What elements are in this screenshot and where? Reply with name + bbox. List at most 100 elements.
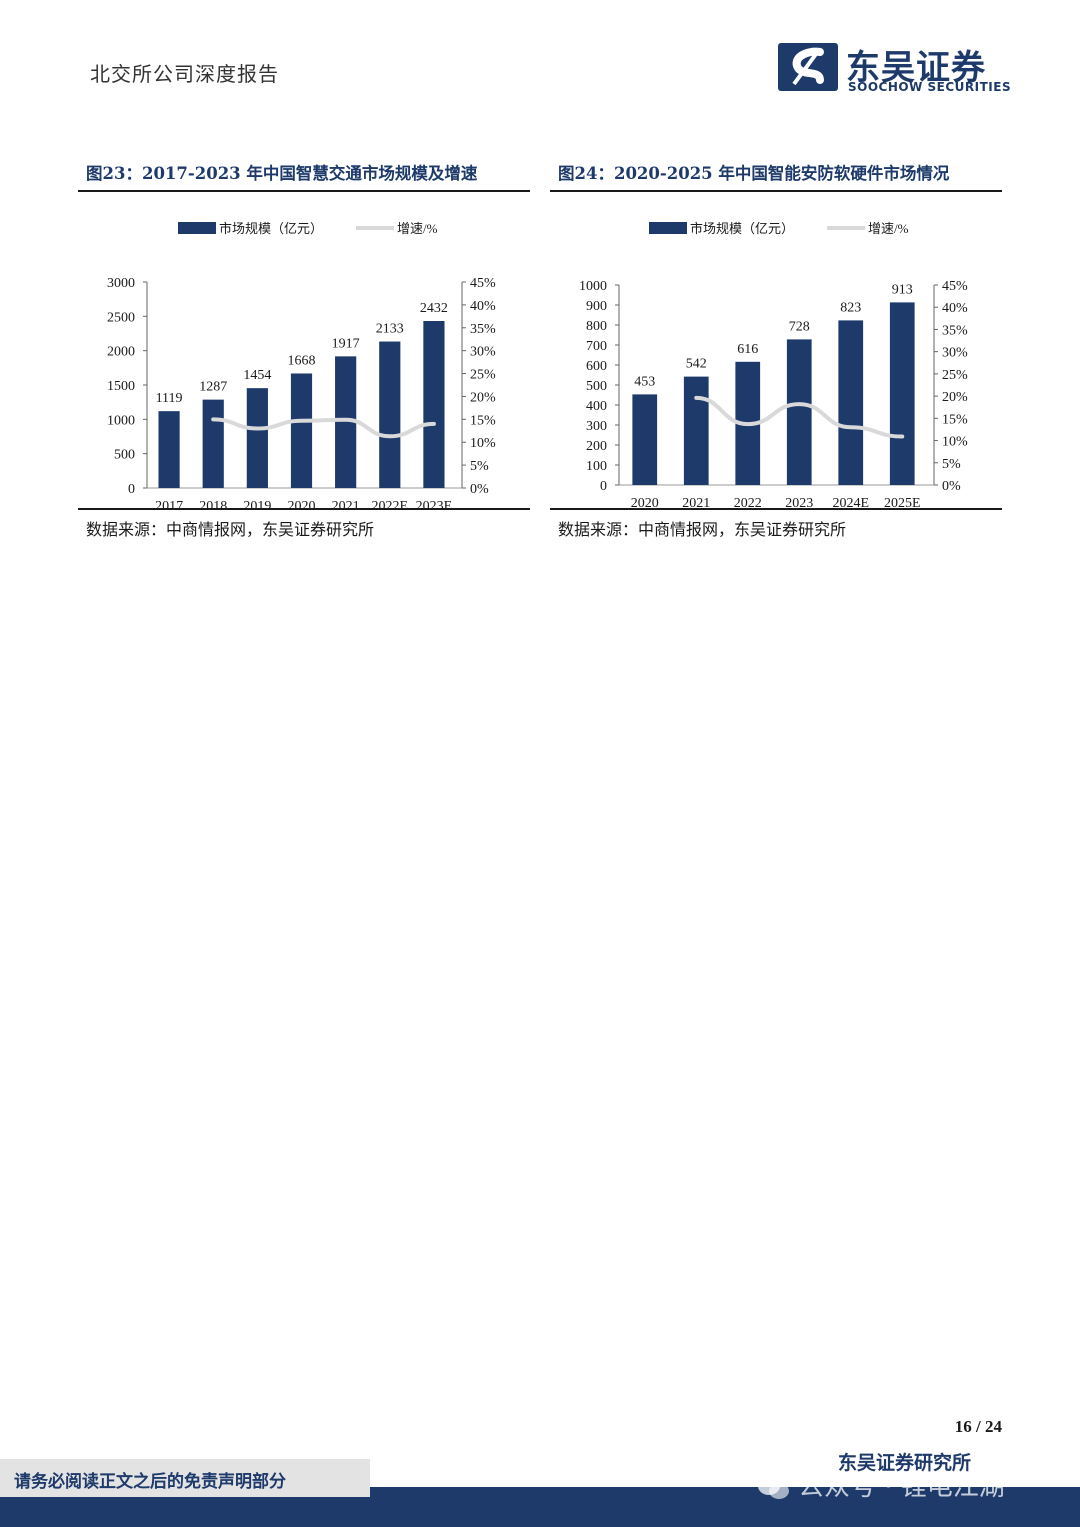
y2-tick-label: 30%: [942, 346, 968, 361]
bar-value-label: 913: [892, 282, 913, 297]
bar: [335, 356, 357, 488]
chart-source: 数据来源：中商情报网，东吴证券研究所: [550, 508, 1002, 540]
y2-tick-label: 45%: [942, 279, 968, 294]
watermark-text: 公众号 · 锂电江湖: [798, 1472, 1005, 1502]
y-tick-label: 1500: [107, 379, 135, 394]
y2-tick-label: 40%: [942, 301, 968, 316]
x-tick-label: 2020: [631, 496, 659, 508]
y-tick-label: 400: [586, 399, 607, 414]
bar: [632, 394, 658, 485]
chart-panel-smart-security: 图24：2020-2025 年中国智能安防软硬件市场情况 市场规模（亿元） 增速/…: [550, 160, 1002, 540]
page-number: 16 / 24: [954, 1417, 1002, 1436]
bar: [246, 388, 268, 488]
report-type-title: 北交所公司深度报告: [90, 62, 279, 86]
y-tick-label: 800: [586, 319, 607, 334]
y2-tick-label: 0%: [942, 479, 961, 494]
disclaimer-notice: 请务必阅读正文之后的免责声明部分: [0, 1459, 370, 1497]
y2-tick-label: 30%: [470, 345, 496, 360]
y-tick-label: 3000: [107, 276, 135, 291]
bar: [202, 399, 224, 488]
brand-name-en: SOOCHOW SECURITIES: [848, 80, 1012, 94]
brand-logo: 东吴证券 SOOCHOW SECURITIES: [776, 40, 1011, 96]
bar-value-label: 2432: [420, 301, 448, 316]
y-tick-label: 600: [586, 359, 607, 374]
x-tick-label: 2023E: [416, 499, 453, 508]
bar-value-label: 1287: [199, 380, 227, 395]
chart-area: 市场规模（亿元） 增速/% 0 100 200 300 400 500 600 700 800 900…: [550, 192, 1002, 511]
chart-caption: 图24：2020-2025 年中国智能安防软硬件市场情况: [550, 160, 1002, 192]
y-tick-label: 500: [586, 379, 607, 394]
y-tick-label: 0: [600, 479, 607, 494]
x-tick-label: 2021: [682, 496, 710, 508]
x-tick-label: 2018: [199, 499, 227, 508]
growth-line: [694, 395, 905, 439]
bar-line-chart-smart-transport: 市场规模（亿元） 增速/% 0 500 1000 1500 2000 2500 3000 0% 5%…: [107, 221, 496, 514]
y-tick-label: 0: [128, 482, 135, 497]
legend-label-line: 增速/%: [397, 221, 438, 236]
x-tick-label: 2020: [288, 499, 316, 508]
y2-tick-label: 45%: [470, 276, 496, 291]
y-tick-label: 1000: [579, 279, 607, 294]
y-tick-label: 900: [586, 299, 607, 314]
growth-line: [211, 417, 436, 439]
legend-bar-swatch: [178, 222, 216, 234]
bar-value-label: 1917: [332, 336, 360, 351]
y2-tick-label: 5%: [942, 457, 961, 472]
y2-tick-label: 35%: [470, 322, 496, 337]
y-tick-label: 500: [114, 448, 135, 463]
y2-tick-label: 0%: [470, 482, 489, 497]
y2-tick-label: 40%: [470, 299, 496, 314]
y-tick-label: 2500: [107, 310, 135, 325]
x-tick-label: 2025E: [884, 496, 921, 508]
bar-value-label: 1668: [288, 353, 316, 368]
bar-value-label: 453: [634, 374, 655, 389]
bar-value-label: 1454: [243, 368, 271, 383]
y2-tick-label: 10%: [470, 436, 496, 451]
chart-area: 市场规模（亿元） 增速/% 0 500 1000 1500 2000 2500 3000 0% 5%…: [78, 192, 530, 514]
x-tick-label: 2024E: [832, 496, 869, 508]
y2-tick-label: 15%: [470, 413, 496, 428]
chart-source: 数据来源：中商情报网，东吴证券研究所: [78, 508, 530, 540]
bar: [838, 320, 864, 485]
soochow-logo-icon: [778, 43, 838, 91]
y2-tick-label: 20%: [942, 390, 968, 405]
chart-legend: 市场规模（亿元） 增速/%: [178, 221, 438, 236]
y2-tick-label: 25%: [470, 368, 496, 383]
y-tick-label: 1000: [107, 413, 135, 428]
bar: [423, 321, 445, 488]
y2-tick-label: 5%: [470, 459, 489, 474]
watermark: 公众号 · 锂电江湖: [756, 1466, 1005, 1503]
chart-legend: 市场规模（亿元） 增速/%: [649, 221, 909, 236]
bar-line-chart-smart-security: 市场规模（亿元） 增速/% 0 100 200 300 400 500 600 700 800 900…: [579, 221, 968, 511]
y2-tick-label: 25%: [942, 368, 968, 383]
y-tick-label: 100: [586, 459, 607, 474]
bar-value-label: 616: [737, 342, 758, 357]
x-tick-label: 2023: [785, 496, 813, 508]
bar: [683, 376, 709, 485]
x-tick-label: 2017: [155, 499, 183, 508]
bar-value-label: 728: [789, 319, 810, 334]
x-tick-label: 2022E: [372, 499, 409, 508]
bar: [786, 339, 812, 485]
wechat-icon: [758, 1476, 789, 1499]
y-tick-label: 700: [586, 339, 607, 354]
legend-bar-swatch: [649, 222, 687, 234]
legend-label-line: 增速/%: [868, 221, 909, 236]
brand-name-cn: 东吴证券: [846, 48, 986, 88]
y2-tick-label: 35%: [942, 323, 968, 338]
y2-tick-label: 10%: [942, 435, 968, 450]
y-tick-label: 200: [586, 439, 607, 454]
bar-value-label: 1119: [156, 391, 183, 406]
footer-org-name: 东吴证券研究所: [838, 1452, 972, 1474]
bar: [290, 373, 313, 488]
x-tick-label: 2019: [243, 499, 271, 508]
chart-caption: 图23：2017-2023 年中国智慧交通市场规模及增速: [78, 160, 530, 192]
chart-panel-smart-transport: 图23：2017-2023 年中国智慧交通市场规模及增速 市场规模（亿元） 增速/…: [78, 160, 530, 540]
x-tick-label: 2021: [332, 499, 360, 508]
y2-tick-label: 20%: [470, 390, 496, 405]
bar: [379, 341, 401, 488]
y-tick-label: 300: [586, 419, 607, 434]
disclaimer-text: 请务必阅读正文之后的免责声明部分: [14, 1472, 286, 1492]
legend-label-bar: 市场规模（亿元）: [690, 221, 794, 236]
legend-label-bar: 市场规模（亿元）: [219, 221, 323, 236]
